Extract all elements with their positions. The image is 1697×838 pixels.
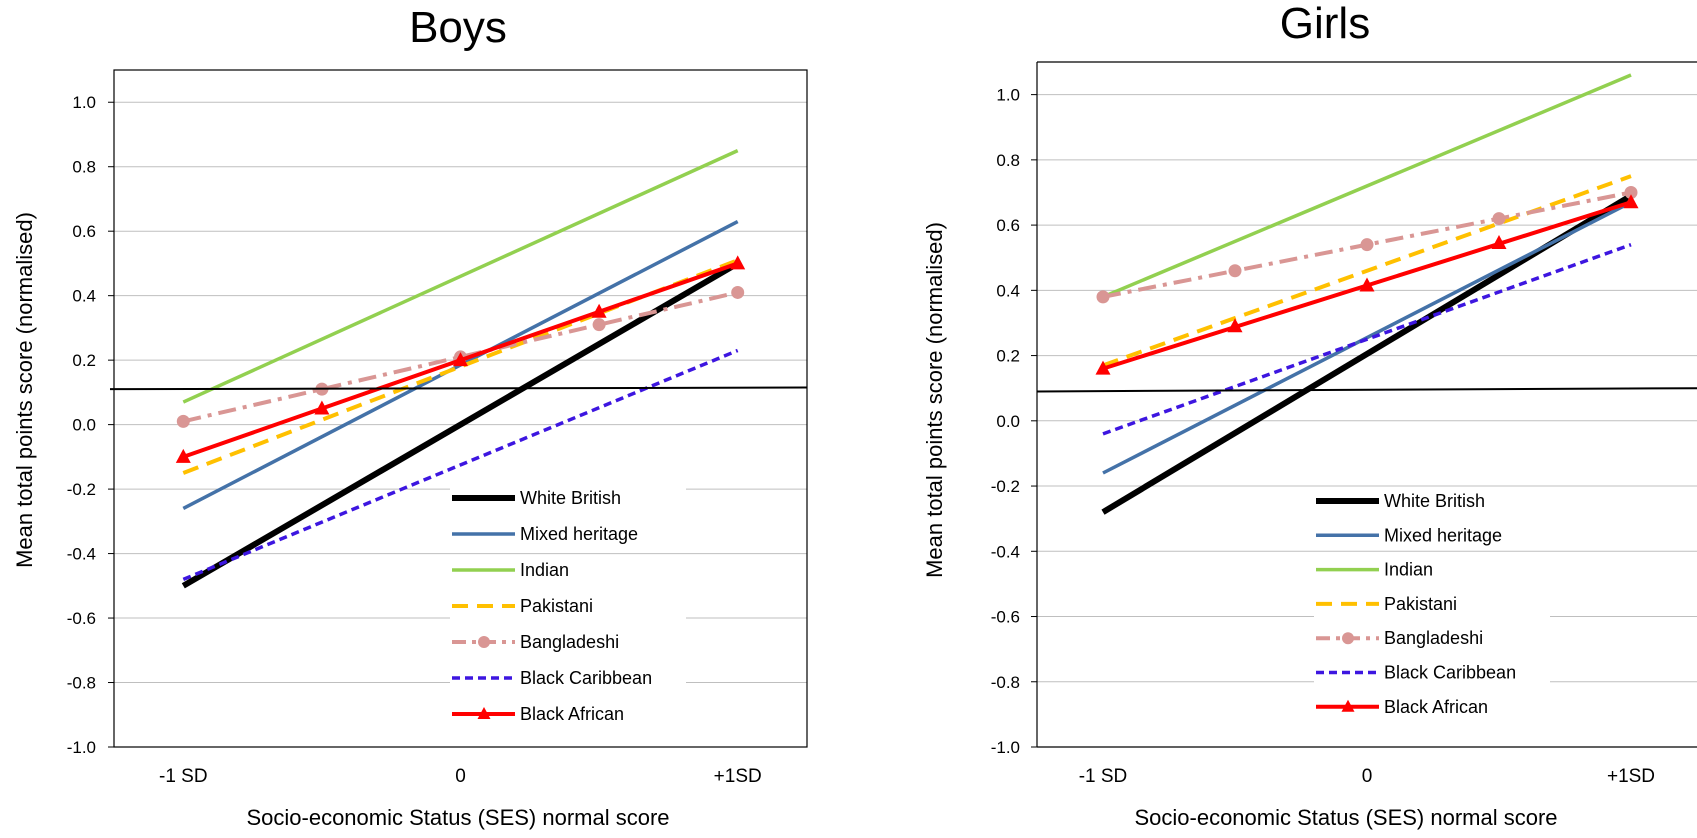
- y-tick-label: -0.4: [67, 545, 96, 564]
- y-tick-label: -0.8: [67, 674, 96, 693]
- legend-label: Mixed heritage: [1384, 525, 1502, 545]
- legend-label: Black African: [520, 704, 624, 724]
- legend-label: Pakistani: [1384, 594, 1457, 614]
- legend: White British Mixed heritage Indian Pakista…: [1314, 487, 1550, 721]
- y-axis-label: Mean total points score (normalised): [922, 222, 947, 578]
- legend-item-bg: [450, 664, 686, 692]
- y-tick-label: 0.6: [72, 222, 96, 241]
- y-tick-label: 0.2: [72, 351, 96, 370]
- y-tick-label: 0.4: [72, 287, 96, 306]
- y-tick-label: -0.8: [991, 673, 1020, 692]
- y-tick-label: 0.4: [996, 281, 1020, 300]
- series-line-white-british: [181, 260, 740, 589]
- legend-marker: [1342, 632, 1354, 645]
- legend-label: White British: [520, 488, 621, 508]
- data-point: [1096, 290, 1110, 304]
- series-line-black-caribbean: [1102, 243, 1632, 436]
- data-point: [175, 448, 191, 463]
- legend-label: Black Caribbean: [1384, 663, 1516, 683]
- data-point: [591, 303, 607, 318]
- legend-label: Mixed heritage: [520, 524, 638, 544]
- y-tick-label: 0.8: [72, 158, 96, 177]
- y-tick-label: 0.8: [996, 151, 1020, 170]
- y-tick-label: 0.0: [72, 416, 96, 435]
- data-point: [1623, 194, 1639, 209]
- data-point: [1360, 238, 1374, 252]
- series-group: [175, 149, 746, 589]
- chart-title: Girls: [1280, 0, 1370, 48]
- data-point: [592, 318, 606, 332]
- legend-label: Bangladeshi: [1384, 628, 1483, 648]
- y-tick-label: -0.2: [991, 477, 1020, 496]
- x-axis-label: Socio-economic Status (SES) normal score: [1134, 805, 1557, 830]
- series-line-pakistani: [1102, 174, 1632, 368]
- y-tick-label: 0.0: [996, 412, 1020, 431]
- data-point: [731, 285, 745, 299]
- data-point: [1228, 264, 1242, 278]
- chart-panel-girls: Girls 1.0 0.8 0.6 0.4 0.2 0.0 -0.2 -0.4 -0.6 -0.8 -…: [922, 0, 1697, 830]
- y-tick-label: 1.0: [996, 86, 1020, 105]
- data-point: [730, 255, 746, 270]
- series-line-indian: [1102, 73, 1632, 299]
- legend-item-bg: [1314, 658, 1550, 687]
- chart-title: Boys: [409, 3, 507, 52]
- legend-label: Bangladeshi: [520, 632, 619, 652]
- data-point: [1491, 235, 1507, 250]
- y-tick-label: -1.0: [67, 738, 96, 757]
- legend-label: Black African: [1384, 697, 1488, 717]
- x-axis-label: Socio-economic Status (SES) normal score: [246, 805, 669, 830]
- x-tick-label: 0: [455, 766, 466, 787]
- y-tick-label: -0.6: [67, 609, 96, 628]
- y-tick-label: -0.2: [67, 480, 96, 499]
- data-point: [1227, 318, 1243, 333]
- x-tick-label: +1SD: [1607, 766, 1655, 787]
- data-point: [176, 414, 190, 428]
- y-tick-label: 0.2: [996, 347, 1020, 366]
- reference-line: [109, 386, 808, 391]
- y-tick-label: 0.6: [996, 216, 1020, 235]
- series-group: [1095, 73, 1639, 515]
- y-axis-label: Mean total points score (normalised): [12, 212, 37, 568]
- x-tick-label: -1 SD: [1079, 766, 1128, 787]
- legend: White British Mixed heritage Indian Pakista…: [450, 484, 686, 728]
- data-point: [1624, 185, 1638, 199]
- legend-label: White British: [1384, 491, 1485, 511]
- series-line-bangladeshi: [182, 290, 739, 424]
- data-point: [314, 400, 330, 415]
- x-tick-label: 0: [1362, 766, 1373, 787]
- reference-line: [1036, 387, 1697, 393]
- x-tick-label: -1 SD: [159, 766, 208, 787]
- legend-label: Black Caribbean: [520, 668, 652, 688]
- legend-label: Pakistani: [520, 596, 593, 616]
- y-tick-label: 1.0: [72, 93, 96, 112]
- x-tick-label: +1SD: [714, 766, 762, 787]
- plot-border: [113, 69, 808, 748]
- data-point: [1492, 212, 1506, 226]
- legend-marker: [478, 636, 490, 648]
- series-line-indian: [182, 149, 739, 404]
- data-point: [1095, 360, 1111, 375]
- y-tick-label: -0.4: [991, 542, 1020, 561]
- y-tick-label: -0.6: [991, 608, 1020, 627]
- legend-marker: [1341, 699, 1355, 712]
- legend-marker: [477, 707, 491, 719]
- data-point: [453, 352, 468, 367]
- legend-label: Indian: [1384, 560, 1433, 580]
- legend-label: Indian: [520, 560, 569, 580]
- chart-panel-boys: Boys 1.0 0.8 0.6 0.4 0.2 0.0 -0.2 -0.4 -0.6 -0.8 -1…: [12, 3, 808, 830]
- data-point: [1359, 277, 1375, 292]
- y-tick-label: -1.0: [991, 738, 1020, 757]
